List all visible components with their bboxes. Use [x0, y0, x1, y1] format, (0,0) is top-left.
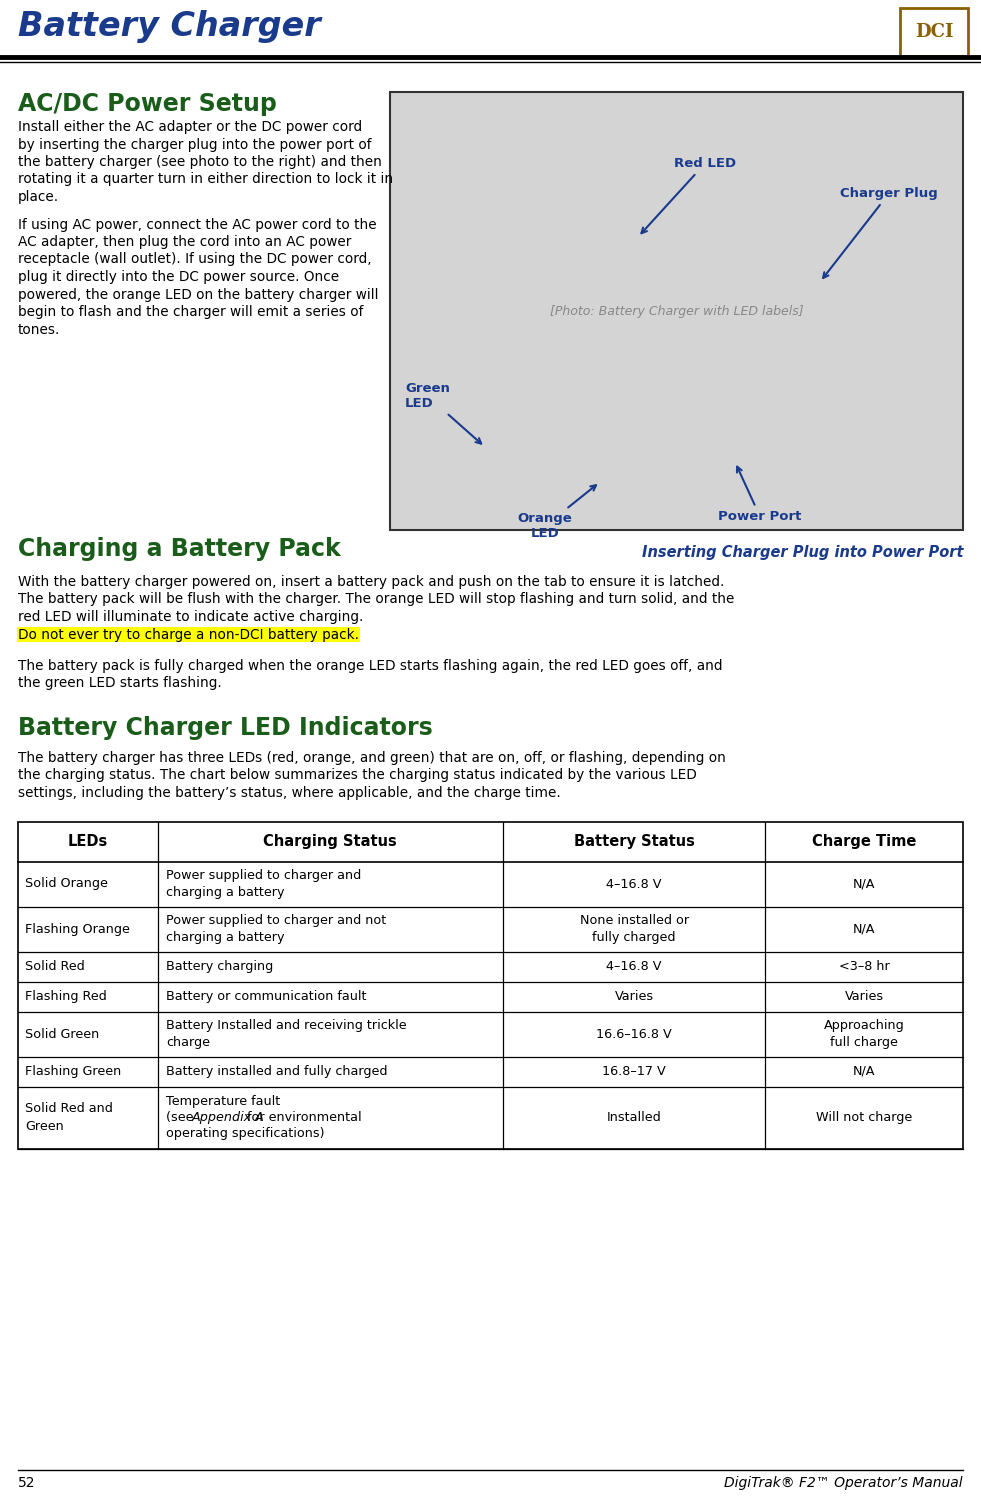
- Text: begin to flash and the charger will emit a series of: begin to flash and the charger will emit…: [18, 305, 363, 319]
- Text: Solid Red and
Green: Solid Red and Green: [25, 1102, 113, 1133]
- Text: Install either the AC adapter or the DC power cord: Install either the AC adapter or the DC …: [18, 120, 362, 135]
- Text: for environmental: for environmental: [243, 1111, 362, 1124]
- Text: Charge Time: Charge Time: [812, 834, 916, 849]
- Text: If using AC power, connect the AC power cord to the: If using AC power, connect the AC power …: [18, 217, 377, 232]
- Text: Power supplied to charger and not
charging a battery: Power supplied to charger and not chargi…: [166, 915, 387, 945]
- Text: Solid Orange: Solid Orange: [25, 877, 108, 891]
- Text: The battery charger has three LEDs (red, orange, and green) that are on, off, or: The battery charger has three LEDs (red,…: [18, 751, 726, 765]
- Text: Solid Green: Solid Green: [25, 1027, 99, 1040]
- Text: Battery or communication fault: Battery or communication fault: [166, 990, 366, 1003]
- Text: Orange
LED: Orange LED: [518, 485, 596, 540]
- Text: Varies: Varies: [845, 990, 884, 1003]
- Text: Battery Status: Battery Status: [574, 834, 695, 849]
- Text: DigiTrak® F2™ Operator’s Manual: DigiTrak® F2™ Operator’s Manual: [724, 1476, 963, 1490]
- Text: rotating it a quarter turn in either direction to lock it in: rotating it a quarter turn in either dir…: [18, 172, 393, 187]
- Text: operating specifications): operating specifications): [166, 1127, 325, 1141]
- Bar: [18, 822, 963, 1148]
- Text: place.: place.: [18, 190, 59, 204]
- Text: Battery Charger: Battery Charger: [18, 10, 321, 43]
- Text: With the battery charger powered on, insert a battery pack and push on the tab t: With the battery charger powered on, ins…: [18, 575, 724, 588]
- Text: Charger Plug: Charger Plug: [823, 187, 938, 278]
- Text: 16.8–17 V: 16.8–17 V: [602, 1064, 666, 1078]
- Text: Flashing Orange: Flashing Orange: [25, 922, 129, 936]
- Text: DCI: DCI: [914, 22, 954, 40]
- Text: <3–8 hr: <3–8 hr: [839, 960, 890, 973]
- Text: Charging Status: Charging Status: [264, 834, 397, 849]
- Text: The battery pack is fully charged when the orange LED starts flashing again, the: The battery pack is fully charged when t…: [18, 659, 722, 674]
- Text: Green
LED: Green LED: [405, 382, 481, 443]
- Text: Inserting Charger Plug into Power Port: Inserting Charger Plug into Power Port: [642, 545, 963, 560]
- Text: Temperature fault: Temperature fault: [166, 1094, 281, 1108]
- Text: N/A: N/A: [853, 922, 875, 936]
- Text: the green LED starts flashing.: the green LED starts flashing.: [18, 677, 222, 690]
- Text: AC adapter, then plug the cord into an AC power: AC adapter, then plug the cord into an A…: [18, 235, 351, 249]
- Text: N/A: N/A: [853, 1064, 875, 1078]
- Text: Solid Red: Solid Red: [25, 960, 84, 973]
- Text: Approaching
full charge: Approaching full charge: [824, 1019, 904, 1049]
- Text: Charging a Battery Pack: Charging a Battery Pack: [18, 537, 340, 561]
- Text: red LED will illuminate to indicate active charging.: red LED will illuminate to indicate acti…: [18, 609, 363, 624]
- Text: 52: 52: [18, 1476, 35, 1490]
- Text: settings, including the battery’s status, where applicable, and the charge time.: settings, including the battery’s status…: [18, 786, 561, 799]
- Text: (see: (see: [166, 1111, 197, 1124]
- Text: Flashing Green: Flashing Green: [25, 1064, 122, 1078]
- Text: Battery charging: Battery charging: [166, 960, 273, 973]
- Text: Battery installed and fully charged: Battery installed and fully charged: [166, 1064, 387, 1078]
- Text: Flashing Red: Flashing Red: [25, 990, 107, 1003]
- Text: Installed: Installed: [607, 1111, 661, 1124]
- Text: by inserting the charger plug into the power port of: by inserting the charger plug into the p…: [18, 138, 372, 151]
- Text: AC/DC Power Setup: AC/DC Power Setup: [18, 91, 277, 115]
- Text: receptacle (wall outlet). If using the DC power cord,: receptacle (wall outlet). If using the D…: [18, 253, 372, 266]
- Text: the battery charger (see photo to the right) and then: the battery charger (see photo to the ri…: [18, 156, 382, 169]
- Text: None installed or
fully charged: None installed or fully charged: [580, 915, 689, 945]
- Text: N/A: N/A: [853, 877, 875, 891]
- Text: Do not ever try to charge a non-DCI battery pack.: Do not ever try to charge a non-DCI batt…: [18, 627, 359, 642]
- Text: plug it directly into the DC power source. Once: plug it directly into the DC power sourc…: [18, 269, 339, 284]
- Text: Will not charge: Will not charge: [816, 1111, 912, 1124]
- Text: the charging status. The chart below summarizes the charging status indicated by: the charging status. The chart below sum…: [18, 768, 697, 783]
- Text: Power Port: Power Port: [718, 467, 801, 522]
- Text: 16.6–16.8 V: 16.6–16.8 V: [596, 1027, 672, 1040]
- Text: The battery pack will be flush with the charger. The orange LED will stop flashi: The battery pack will be flush with the …: [18, 593, 735, 606]
- Text: tones.: tones.: [18, 322, 61, 337]
- Text: 4–16.8 V: 4–16.8 V: [606, 877, 662, 891]
- Text: Battery Charger LED Indicators: Battery Charger LED Indicators: [18, 716, 433, 740]
- Text: Appendix A: Appendix A: [191, 1111, 264, 1124]
- Bar: [390, 91, 963, 530]
- Text: [Photo: Battery Charger with LED labels]: [Photo: Battery Charger with LED labels]: [549, 304, 803, 317]
- Text: Power supplied to charger and
charging a battery: Power supplied to charger and charging a…: [166, 868, 361, 900]
- Text: Varies: Varies: [614, 990, 653, 1003]
- Text: powered, the orange LED on the battery charger will: powered, the orange LED on the battery c…: [18, 287, 379, 301]
- Text: Battery Installed and receiving trickle
charge: Battery Installed and receiving trickle …: [166, 1019, 406, 1049]
- Bar: [900, 7, 968, 55]
- Text: LEDs: LEDs: [68, 834, 108, 849]
- Text: 4–16.8 V: 4–16.8 V: [606, 960, 662, 973]
- Text: Red LED: Red LED: [642, 157, 736, 234]
